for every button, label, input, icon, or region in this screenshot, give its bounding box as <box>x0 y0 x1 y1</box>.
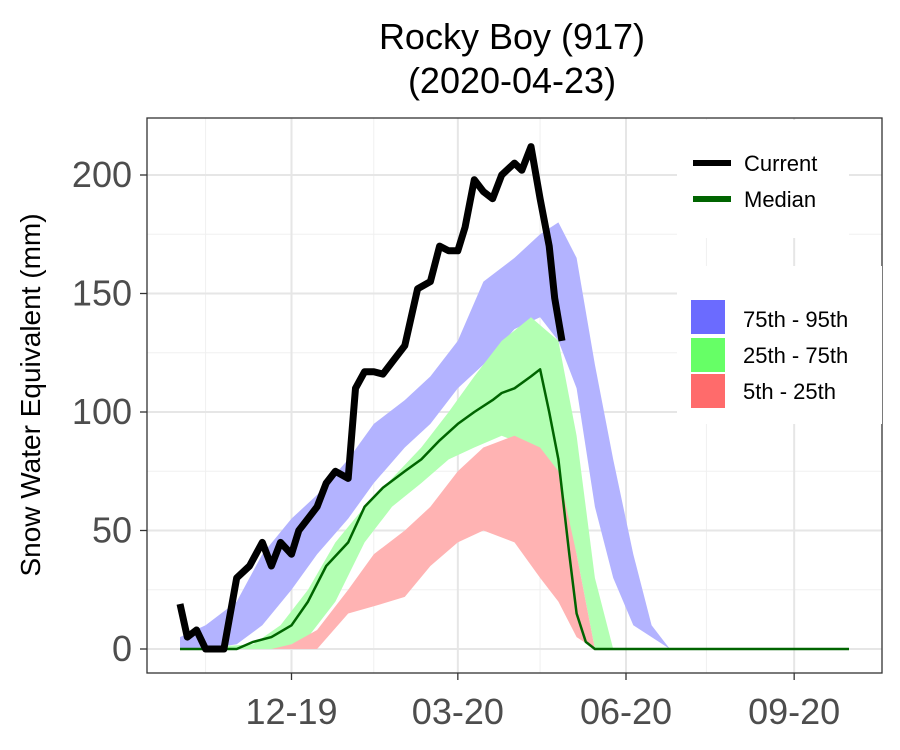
legend-75-95-swatch <box>691 300 725 334</box>
y-tick-label: 0 <box>112 628 132 669</box>
band-25-75 <box>180 317 614 649</box>
legend-median-label: Median <box>744 187 816 212</box>
band-5-25 <box>180 435 595 649</box>
percentile-bands <box>180 222 670 649</box>
y-tick-label: 100 <box>72 391 132 432</box>
x-tick-label: 03-20 <box>412 691 504 732</box>
x-tick-label: 09-20 <box>748 691 840 732</box>
legend-25-75-label: 25th - 75th <box>743 343 848 368</box>
x-tick-label: 12-19 <box>245 691 337 732</box>
legend-75-95-label: 75th - 95th <box>743 307 848 332</box>
legend-5-25-swatch <box>691 374 725 408</box>
legend-lines: Current Median <box>677 120 849 238</box>
series-lines <box>176 143 849 653</box>
legend-5-25-label: 5th - 25th <box>743 379 836 404</box>
x-axis: 12-19 03-20 06-20 09-20 <box>245 673 840 732</box>
series-median-line <box>180 368 849 651</box>
y-tick-label: 50 <box>92 510 132 551</box>
y-axis-label: Snow Water Equivalent (mm) <box>15 213 46 576</box>
chart-title: Rocky Boy (917) <box>379 16 645 57</box>
chart-subtitle: (2020-04-23) <box>408 60 616 101</box>
y-axis: 0 50 100 150 200 <box>72 154 147 669</box>
band-75-95 <box>180 222 670 649</box>
legend-bands: 75th - 95th 25th - 75th 5th - 25th <box>677 266 882 424</box>
x-tick-label: 06-20 <box>580 691 672 732</box>
y-tick-label: 150 <box>72 273 132 314</box>
series-current-line <box>176 143 566 653</box>
legend-current-label: Current <box>744 151 817 176</box>
y-tick-label: 200 <box>72 154 132 195</box>
legend-25-75-swatch <box>691 338 725 372</box>
